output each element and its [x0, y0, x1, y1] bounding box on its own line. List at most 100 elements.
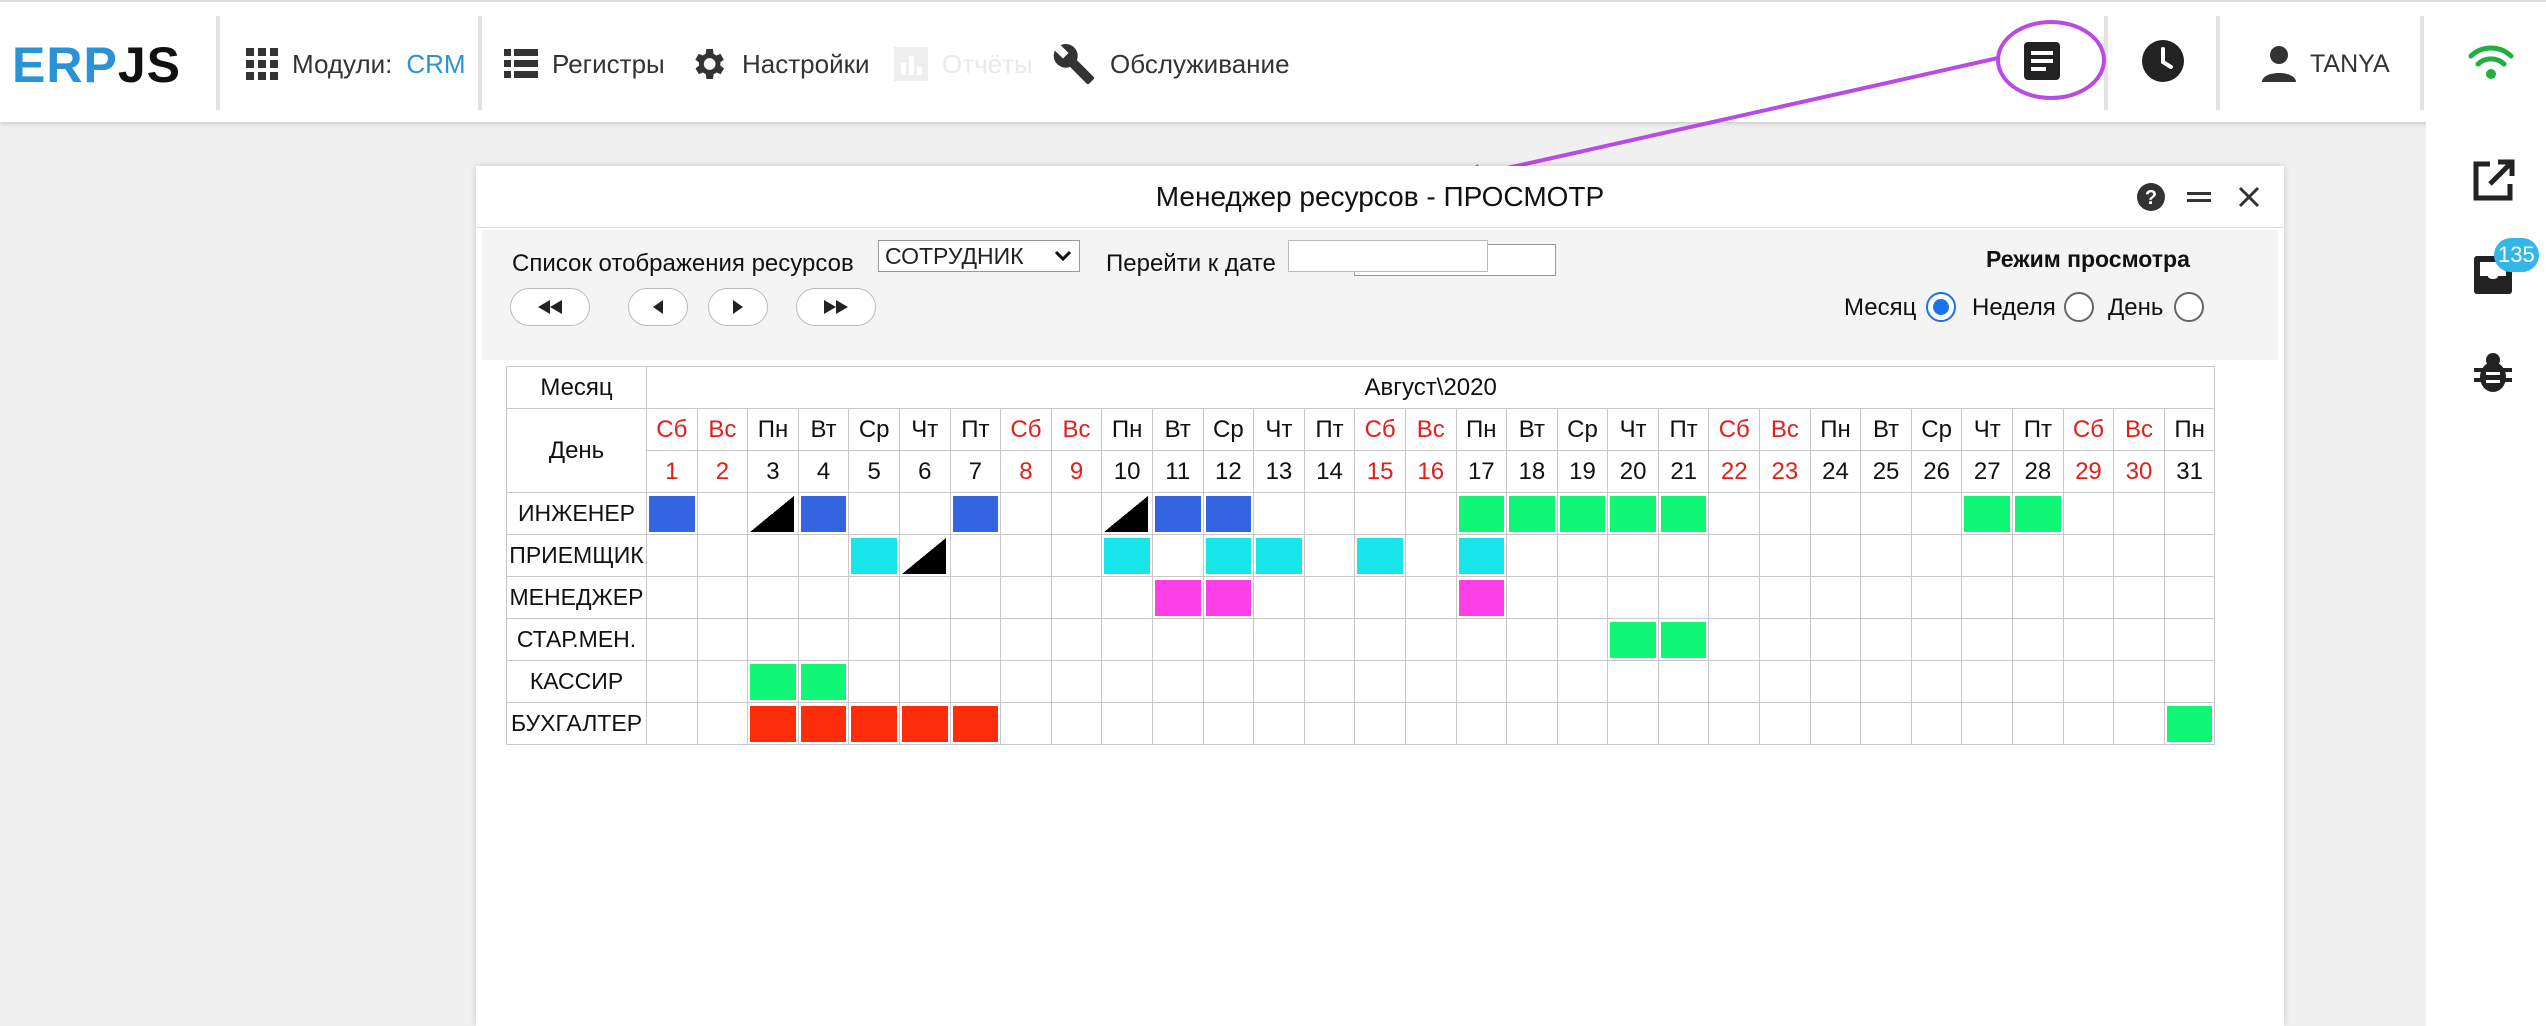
schedule-cell[interactable]	[1607, 576, 1659, 619]
schedule-cell[interactable]	[1151, 534, 1204, 577]
schedule-cell[interactable]	[696, 660, 749, 703]
schedule-cell[interactable]	[1050, 702, 1103, 745]
schedule-cell[interactable]	[1759, 492, 1811, 535]
schedule-cell[interactable]	[1910, 618, 1963, 661]
schedule-cell[interactable]	[1809, 492, 1862, 535]
schedule-cell[interactable]	[1455, 702, 1508, 745]
schedule-cell[interactable]	[1202, 576, 1255, 619]
schedule-cell[interactable]	[1101, 702, 1153, 745]
schedule-cell[interactable]	[696, 702, 749, 745]
next-page-button[interactable]	[708, 288, 768, 326]
schedule-cell[interactable]	[2012, 576, 2064, 619]
schedule-cell[interactable]	[1050, 618, 1103, 661]
schedule-cell[interactable]	[1506, 576, 1558, 619]
schedule-cell[interactable]	[696, 534, 749, 577]
schedule-cell[interactable]	[1000, 660, 1052, 703]
schedule-cell[interactable]	[898, 618, 951, 661]
schedule-cell[interactable]	[1657, 492, 1710, 535]
schedule-cell[interactable]	[696, 492, 749, 535]
schedule-cell[interactable]	[1556, 702, 1609, 745]
schedule-cell[interactable]	[1961, 576, 2014, 619]
schedule-cell[interactable]	[1556, 660, 1609, 703]
schedule-cell[interactable]	[2012, 534, 2064, 577]
schedule-cell[interactable]	[1303, 660, 1356, 703]
resource-name[interactable]: МЕНЕДЖЕР	[506, 576, 647, 619]
schedule-cell[interactable]	[1202, 534, 1255, 577]
schedule-cell[interactable]	[1657, 660, 1710, 703]
prev-page-button[interactable]	[628, 288, 688, 326]
mode-month-radio[interactable]	[1926, 292, 1956, 322]
schedule-cell[interactable]	[1151, 660, 1204, 703]
schedule-cell[interactable]	[1607, 660, 1659, 703]
schedule-cell[interactable]	[646, 576, 698, 619]
schedule-cell[interactable]	[898, 660, 951, 703]
bug-icon[interactable]	[2470, 350, 2516, 396]
schedule-cell[interactable]	[747, 702, 799, 745]
schedule-cell[interactable]	[1556, 534, 1609, 577]
schedule-cell[interactable]	[1000, 702, 1052, 745]
schedule-cell[interactable]	[1759, 534, 1811, 577]
schedule-cell[interactable]	[1708, 660, 1761, 703]
schedule-cell[interactable]	[2012, 702, 2064, 745]
close-icon[interactable]	[2232, 180, 2266, 214]
mode-week-radio[interactable]	[2064, 292, 2094, 322]
schedule-cell[interactable]	[1354, 660, 1406, 703]
schedule-cell[interactable]	[2163, 492, 2216, 535]
schedule-cell[interactable]	[1860, 702, 1912, 745]
schedule-cell[interactable]	[949, 576, 1002, 619]
schedule-cell[interactable]	[1556, 618, 1609, 661]
schedule-cell[interactable]	[1151, 702, 1204, 745]
schedule-cell[interactable]	[1050, 492, 1103, 535]
schedule-cell[interactable]	[2113, 534, 2165, 577]
schedule-cell[interactable]	[797, 492, 850, 535]
schedule-cell[interactable]	[1202, 492, 1255, 535]
schedule-cell[interactable]	[2163, 534, 2216, 577]
schedule-cell[interactable]	[646, 534, 698, 577]
schedule-cell[interactable]	[2012, 618, 2064, 661]
schedule-cell[interactable]	[2062, 618, 2115, 661]
schedule-cell[interactable]	[1708, 576, 1761, 619]
schedule-cell[interactable]	[1253, 660, 1305, 703]
app-logo[interactable]: ERPJS	[12, 37, 181, 93]
schedule-cell[interactable]	[1455, 534, 1508, 577]
mode-day-radio[interactable]	[2174, 292, 2204, 322]
schedule-cell[interactable]	[1759, 576, 1811, 619]
schedule-cell[interactable]	[1506, 618, 1558, 661]
schedule-cell[interactable]	[2062, 702, 2115, 745]
schedule-cell[interactable]	[747, 492, 799, 535]
schedule-cell[interactable]	[1202, 618, 1255, 661]
schedule-cell[interactable]	[848, 660, 900, 703]
user-menu[interactable]: TANYA	[2262, 40, 2390, 88]
schedule-cell[interactable]	[1910, 576, 1963, 619]
schedule-cell[interactable]	[1101, 492, 1153, 535]
open-external-icon[interactable]	[2470, 158, 2516, 204]
schedule-cell[interactable]	[1253, 702, 1305, 745]
schedule-cell[interactable]	[1506, 534, 1558, 577]
schedule-cell[interactable]	[1151, 576, 1204, 619]
schedule-cell[interactable]	[1303, 534, 1356, 577]
last-page-button[interactable]	[796, 288, 876, 326]
schedule-cell[interactable]	[1809, 618, 1862, 661]
first-page-button[interactable]	[510, 288, 590, 326]
schedule-cell[interactable]	[747, 618, 799, 661]
schedule-cell[interactable]	[1000, 492, 1052, 535]
schedule-cell[interactable]	[1151, 618, 1204, 661]
schedule-cell[interactable]	[1759, 618, 1811, 661]
schedule-cell[interactable]	[1809, 660, 1862, 703]
schedule-cell[interactable]	[1253, 618, 1305, 661]
schedule-cell[interactable]	[898, 492, 951, 535]
schedule-cell[interactable]	[2113, 660, 2165, 703]
schedule-cell[interactable]	[1354, 702, 1406, 745]
schedule-cell[interactable]	[1050, 534, 1103, 577]
schedule-cell[interactable]	[949, 702, 1002, 745]
schedule-cell[interactable]	[1961, 618, 2014, 661]
schedule-cell[interactable]	[2113, 492, 2165, 535]
schedule-cell[interactable]	[1506, 702, 1558, 745]
minimize-icon[interactable]	[2182, 180, 2216, 214]
schedule-cell[interactable]	[1910, 660, 1963, 703]
schedule-cell[interactable]	[949, 534, 1002, 577]
schedule-cell[interactable]	[2113, 576, 2165, 619]
schedule-cell[interactable]	[1860, 534, 1912, 577]
schedule-cell[interactable]	[1101, 576, 1153, 619]
schedule-cell[interactable]	[1303, 618, 1356, 661]
